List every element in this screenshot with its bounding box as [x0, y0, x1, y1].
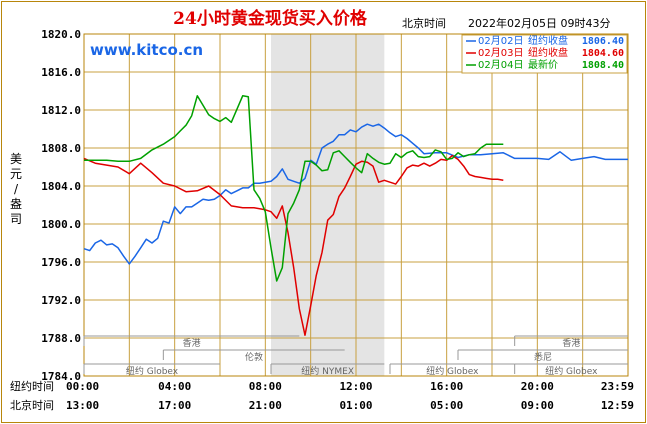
y-tick-label: 1784.0 [41, 370, 81, 383]
session-label: 悉尼 [534, 351, 552, 363]
timezone-label: 北京时间 [402, 16, 446, 30]
series-line-3 [84, 95, 504, 282]
x-tick-label: 09:00 [521, 399, 554, 412]
legend-series-label: 最新价 [528, 58, 558, 71]
y-tick-label: 1816.0 [41, 66, 81, 79]
series-lines [83, 95, 628, 336]
x-tick-label: 08:00 [249, 380, 282, 393]
session-label: 伦敦 [245, 351, 263, 363]
plot-border [83, 33, 629, 377]
session-label: 纽约 NYMEX [301, 365, 354, 377]
y-axis-title: 美元/盎司 [10, 152, 22, 226]
legend-series-value: 1808.40 [582, 60, 624, 71]
legend-series-name: 02月03日 [478, 47, 523, 59]
series-line-1 [83, 123, 628, 265]
y-tick-label: 1804.0 [41, 180, 81, 193]
chart-title: 24小时黄金现货买入价格 [173, 8, 368, 29]
x-tick-label: 12:00 [339, 380, 372, 393]
x-tick-label: 21:00 [249, 399, 282, 412]
legend-box [461, 34, 628, 74]
legend: 02月02日 纽约收盘 1806.40 02月03日 纽约收盘 1804.60 02月04日… [461, 34, 628, 74]
x-row-label: 纽约时间 [10, 379, 54, 393]
x-axis: 纽约时间 00:00 04:00 08:00 12:00 16:00 20:00 23:59 北… [10, 379, 634, 412]
y-axis: 1820.0 1816.0 1812.0 1808.0 1804.0 1800.0 1796… [10, 28, 81, 383]
x-tick-label: 13:00 [66, 399, 99, 412]
legend-series-label: 纽约收盘 [528, 34, 568, 47]
x-tick-label: 05:00 [430, 399, 463, 412]
session-label: 纽约 Globex [545, 365, 598, 377]
ny-session-shade [271, 34, 385, 376]
x-row-label: 北京时间 [10, 398, 54, 412]
session-label: 香港 [562, 337, 580, 349]
session-label: 纽约 Globex [426, 365, 479, 377]
y-tick-label: 1808.0 [41, 142, 81, 155]
x-tick-label: 00:00 [66, 380, 99, 393]
x-tick-label: 23:59 [601, 380, 634, 393]
legend-series-value: 1804.60 [582, 48, 624, 59]
y-tick-label: 1800.0 [41, 218, 81, 231]
datetime-label: 2022年02月05日 09时43分 [468, 16, 610, 30]
session-label: 香港 [183, 337, 201, 349]
session-label: 纽约 Globex [126, 365, 179, 377]
kitco-brand: www.kitco.cn [90, 41, 203, 59]
x-tick-label: 04:00 [158, 380, 191, 393]
y-tick-label: 1788.0 [41, 332, 81, 345]
y-tick-label: 1820.0 [41, 28, 81, 41]
legend-series-name: 02月04日 [478, 59, 523, 71]
legend-series-label: 纽约收盘 [528, 46, 568, 59]
legend-series-name: 02月02日 [478, 35, 523, 47]
x-tick-label: 17:00 [158, 399, 191, 412]
y-tick-label: 1796.0 [41, 256, 81, 269]
x-tick-label: 01:00 [339, 399, 372, 412]
y-tick-label: 1812.0 [41, 104, 81, 117]
legend-series-value: 1806.40 [582, 36, 624, 47]
x-tick-label: 12:59 [601, 399, 634, 412]
x-tick-label: 16:00 [430, 380, 463, 393]
y-tick-label: 1792.0 [41, 294, 81, 307]
x-tick-label: 20:00 [521, 380, 554, 393]
